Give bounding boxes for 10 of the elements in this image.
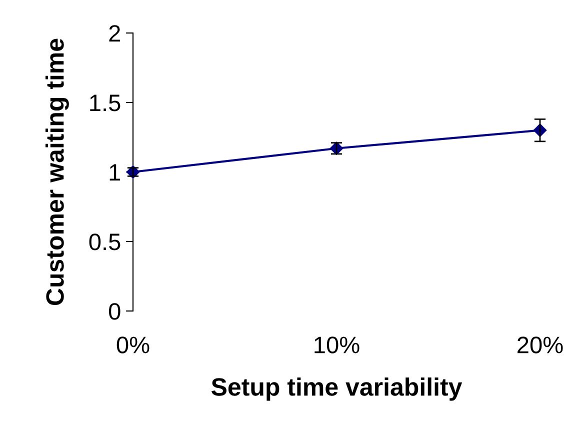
x-tick-label: 10% bbox=[314, 336, 360, 354]
y-tick-label: 0 bbox=[108, 303, 120, 320]
y-tick-label: 2 bbox=[109, 25, 120, 42]
x-tick-label: 20% bbox=[518, 336, 563, 354]
x-axis-title: Setup time variability bbox=[211, 377, 462, 401]
x-tick-label: 0% bbox=[116, 336, 150, 354]
y-axis-title: Customer waiting time bbox=[46, 38, 69, 306]
y-tick-label: 1 bbox=[110, 164, 120, 181]
y-tick-label: 0.5 bbox=[89, 234, 120, 250]
y-tick-label: 1.5 bbox=[90, 94, 120, 112]
